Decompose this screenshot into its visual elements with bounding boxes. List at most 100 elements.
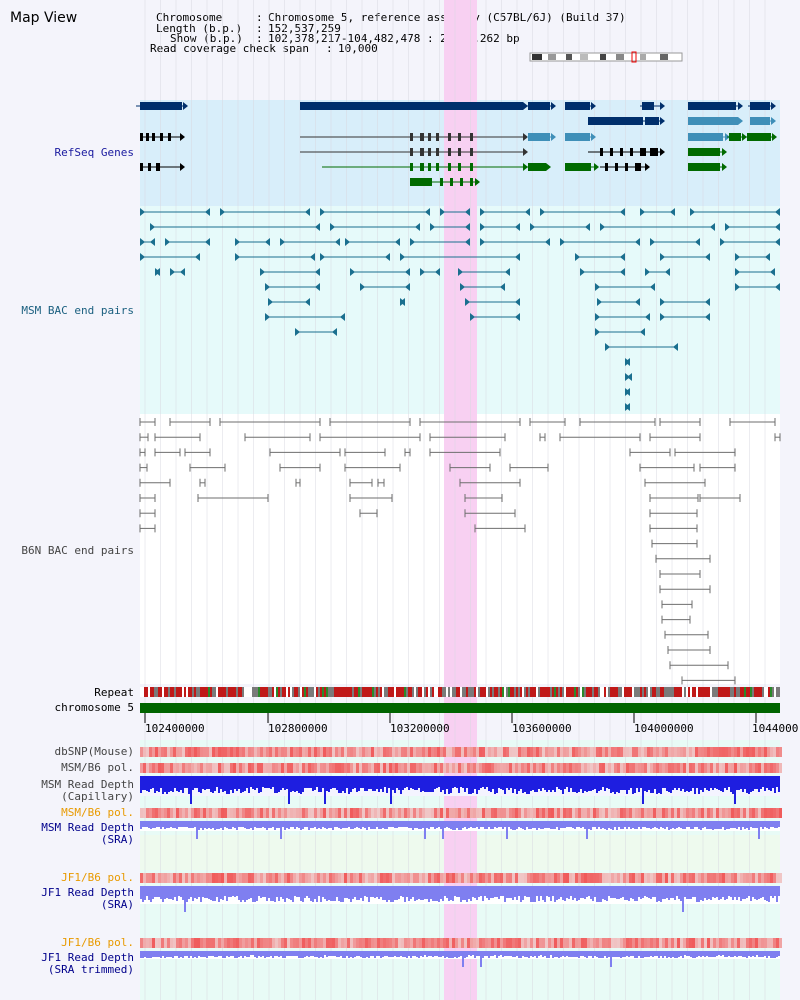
heatmap-cell (329, 763, 332, 773)
depth-bar (448, 776, 450, 794)
heatmap-cell (176, 763, 179, 773)
depth-bar (774, 951, 776, 958)
depth-bar (330, 776, 332, 789)
depth-bar (744, 886, 746, 899)
repeat-element (150, 687, 152, 697)
depth-bar (554, 821, 556, 829)
heatmap-cell (152, 938, 155, 948)
heatmap-cell (164, 808, 167, 818)
depth-bar (774, 821, 776, 828)
depth-bar (570, 951, 572, 957)
depth-bar (746, 821, 748, 828)
depth-bar (666, 886, 668, 898)
repeat-element (192, 687, 194, 697)
heatmap-cell (620, 873, 623, 883)
heatmap-cell (485, 873, 488, 883)
depth-bar (686, 776, 688, 791)
depth-bar (194, 886, 196, 898)
gene-exon (410, 133, 413, 141)
repeat-element (158, 687, 160, 697)
depth-bar (750, 776, 752, 792)
msm-bac-end (315, 268, 320, 276)
depth-bar (344, 776, 346, 793)
heatmap-cell (338, 763, 341, 773)
depth-bar (356, 776, 358, 792)
msm-bac-end (673, 343, 678, 351)
heatmap-cell (164, 938, 167, 948)
heatmap-cell (467, 747, 470, 757)
heatmap-cell (668, 873, 671, 883)
heatmap-cell (593, 763, 596, 773)
heatmap-cell (392, 873, 395, 883)
track-label-msm-bac[interactable]: MSM BAC end pairs (21, 304, 134, 317)
depth-bar (376, 776, 378, 789)
repeat-element (242, 687, 244, 697)
depth-bar (254, 886, 256, 902)
heatmap-cell (407, 763, 410, 773)
repeat-element (386, 687, 388, 697)
heatmap-cell (626, 938, 629, 948)
depth-bar (292, 886, 294, 902)
depth-bar (412, 821, 414, 830)
heatmap-cell (350, 808, 353, 818)
depth-bar (440, 776, 442, 792)
heatmap-cell (716, 808, 719, 818)
heatmap-cell (725, 808, 728, 818)
depth-bar (740, 951, 742, 956)
depth-bar (446, 886, 448, 898)
heatmap-cell (542, 808, 545, 818)
depth-bar (550, 821, 552, 829)
track-label-refseq[interactable]: RefSeq Genes (54, 146, 134, 159)
heatmap-cell (422, 763, 425, 773)
heatmap-cell (779, 938, 782, 948)
heatmap-cell (722, 873, 725, 883)
heatmap-cell (317, 808, 320, 818)
heatmap-cell (365, 763, 368, 773)
depth-bar (706, 951, 708, 956)
heatmap-cell (299, 763, 302, 773)
track-label-b6n-bac[interactable]: B6N BAC end pairs (21, 544, 134, 557)
depth-bar (236, 776, 238, 791)
depth-bar (404, 821, 406, 827)
heatmap-cell (398, 808, 401, 818)
heatmap-cell (422, 747, 425, 757)
depth-bar (422, 821, 424, 828)
heatmap-cell (242, 808, 245, 818)
depth-bar (166, 821, 168, 828)
depth-bar (458, 821, 460, 830)
depth-bar (730, 951, 732, 957)
heatmap-cell (299, 808, 302, 818)
heatmap-cell (536, 873, 539, 883)
heatmap-cell (203, 938, 206, 948)
heatmap-cell (509, 873, 512, 883)
heatmap-cell (356, 763, 359, 773)
heatmap-cell (335, 763, 338, 773)
repeat-element (266, 687, 268, 697)
depth-bar (414, 886, 416, 901)
msm-bac-end (600, 223, 605, 231)
gene-exon (300, 102, 523, 110)
heatmap-cell (524, 747, 527, 757)
depth-bar (718, 821, 720, 829)
heatmap-cell (401, 808, 404, 818)
heatmap-cell (281, 938, 284, 948)
heatmap-cell (296, 808, 299, 818)
heatmap-cell (311, 808, 314, 818)
depth-bar (238, 821, 240, 827)
depth-bar (690, 951, 692, 957)
depth-bar (392, 821, 394, 827)
depth-bar (308, 776, 310, 788)
depth-bar (326, 886, 328, 901)
heatmap-cell (581, 808, 584, 818)
repeat-element (674, 687, 676, 697)
heatmap-cell (389, 938, 392, 948)
heatmap-cell (479, 873, 482, 883)
depth-bar (718, 951, 720, 955)
depth-bar (322, 951, 324, 958)
heatmap-cell (503, 808, 506, 818)
repeat-element (660, 687, 662, 697)
heatmap-cell (272, 808, 275, 818)
depth-bar (248, 951, 250, 957)
repeat-element (504, 687, 506, 697)
